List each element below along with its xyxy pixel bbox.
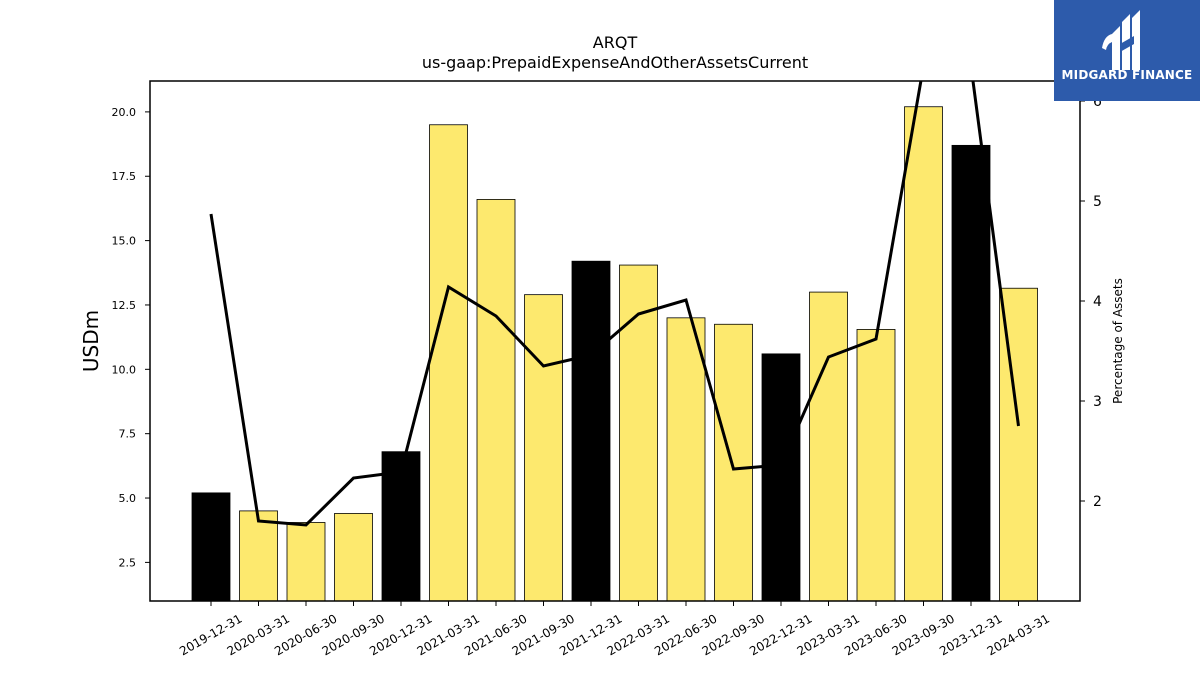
- bar-quarter: [714, 323, 753, 602]
- bar-year-end: [381, 451, 421, 602]
- chart-title: ARQT: [593, 33, 638, 52]
- y-tick-label: 17.5: [112, 170, 137, 183]
- bar-year-end: [951, 144, 991, 602]
- brand-logo: MIDGARD FINANCE: [1054, 0, 1200, 101]
- bar-quarter: [334, 513, 373, 602]
- bar-quarter: [619, 264, 658, 602]
- bar-quarter: [524, 294, 563, 602]
- y-tick-label: 2.5: [119, 556, 137, 569]
- y-right-tick-label: 4: [1093, 294, 1102, 310]
- y-tick-label: 20.0: [112, 106, 137, 119]
- bar-quarter: [904, 106, 943, 602]
- y-tick-label: 5.0: [119, 492, 137, 505]
- bar-quarter: [856, 329, 896, 602]
- plot-frame: [149, 80, 1081, 602]
- y-tick-label: 15.0: [112, 235, 137, 248]
- bar-quarter: [666, 317, 706, 602]
- y-right-tick-label: 6: [1093, 94, 1102, 110]
- chart-subtitle: us-gaap:PrepaidExpenseAndOtherAssetsCurr…: [422, 53, 808, 72]
- bar-year-end: [761, 353, 801, 602]
- y-right-tick-label: 5: [1093, 194, 1102, 210]
- y-axis-label-right: Percentage of Assets: [1111, 278, 1125, 404]
- y-tick-label: 10.0: [112, 363, 137, 376]
- bar-quarter: [239, 510, 278, 602]
- bar-quarter: [809, 291, 848, 602]
- y-tick-label: 7.5: [119, 428, 137, 441]
- logo-text: MIDGARD FINANCE: [1061, 68, 1193, 82]
- y-right-tick-label: 3: [1093, 394, 1102, 410]
- y-right-tick-label: 2: [1093, 494, 1102, 510]
- bar-quarter: [429, 124, 468, 602]
- y-axis-label: USDm: [79, 310, 103, 372]
- y-tick-label: 12.5: [112, 299, 137, 312]
- midgard-logo-icon: [1102, 10, 1140, 70]
- bar-quarter: [476, 199, 516, 602]
- bar-year-end: [571, 260, 611, 602]
- bar-quarter: [286, 522, 326, 602]
- bar-year-end: [191, 492, 231, 602]
- percentage-line: [209, 81, 1020, 527]
